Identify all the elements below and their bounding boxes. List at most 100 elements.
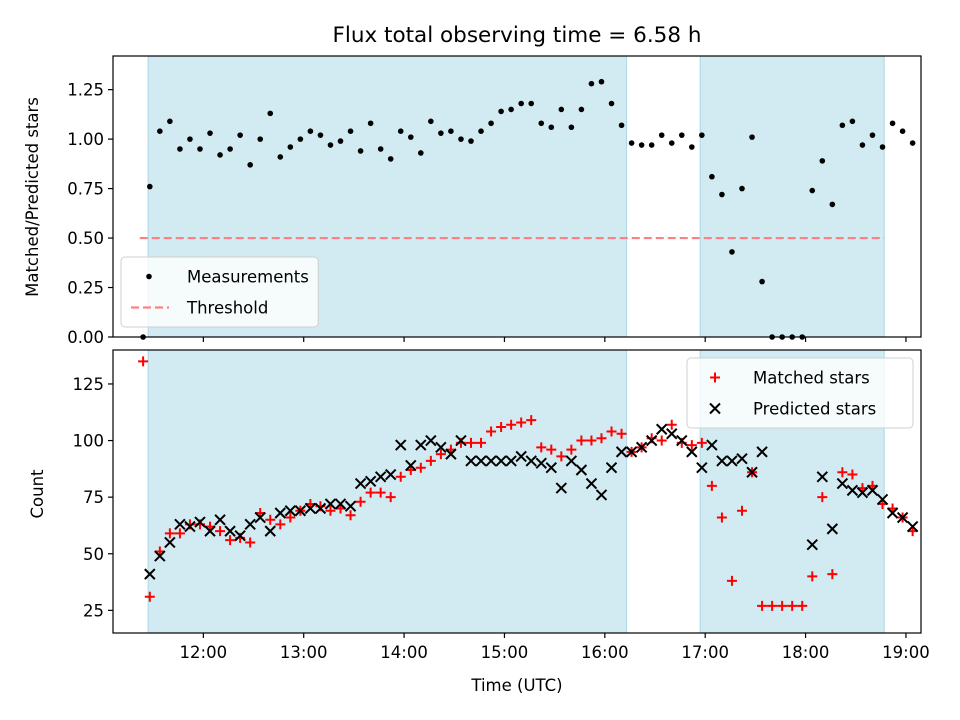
predicted-stars-point-43 bbox=[565, 455, 578, 467]
predicted-stars-point-20 bbox=[334, 498, 347, 510]
predicted-stars-point-55 bbox=[686, 446, 698, 458]
matched-stars-point-38 bbox=[506, 419, 517, 430]
predicted-stars-point-42 bbox=[555, 482, 568, 494]
predicted-stars-point-24 bbox=[374, 471, 387, 483]
measurements-point-57 bbox=[699, 132, 705, 138]
measurements-point-29 bbox=[418, 150, 424, 156]
predicted-stars-point-14 bbox=[274, 507, 286, 519]
predicted-stars-point-53 bbox=[666, 428, 678, 440]
measurements-point-68 bbox=[809, 187, 816, 194]
measurements-point-77 bbox=[899, 128, 906, 134]
bottom-y-tick-label: 50 bbox=[83, 545, 104, 564]
matched-stars-point-5 bbox=[174, 528, 185, 539]
measurements-point-54 bbox=[668, 140, 675, 146]
matched-stars-point-41 bbox=[536, 442, 547, 453]
predicted-stars-point-44 bbox=[575, 464, 588, 476]
top-legend: Measurements Threshold bbox=[120, 256, 319, 328]
measurements-point-31 bbox=[438, 130, 444, 136]
bottom-y-axis-label: Count bbox=[28, 469, 47, 519]
measurements-point-6 bbox=[187, 136, 193, 142]
predicted-stars-point-67 bbox=[846, 484, 859, 497]
predicted-stars-point-50 bbox=[635, 441, 648, 454]
bottom-panel: 25 50 75 100 125 12:00 13:00 14:00 15:00 16:00 17:… bbox=[28, 349, 930, 695]
measurements-point-38 bbox=[508, 106, 514, 113]
predicted-stars-point-22 bbox=[354, 477, 367, 490]
predicted-stars-legend-label: Predicted stars bbox=[753, 400, 876, 419]
predicted-stars-point-35 bbox=[485, 455, 497, 467]
matched-stars-point-25 bbox=[375, 487, 386, 498]
measurements-point-73 bbox=[859, 142, 866, 148]
bottom-x-tick-label: 14:00 bbox=[380, 643, 428, 662]
predicted-stars-point-49 bbox=[625, 446, 638, 458]
predicted-stars-point-27 bbox=[405, 459, 417, 472]
bottom-x-tick-label: 16:00 bbox=[581, 643, 629, 662]
matched-stars-point-60 bbox=[726, 575, 737, 586]
measurements-point-59 bbox=[719, 191, 725, 198]
measurements-point-53 bbox=[658, 132, 665, 138]
predicted-stars-point-29 bbox=[425, 434, 437, 447]
measurements-point-7 bbox=[197, 146, 203, 152]
matched-stars-point-29 bbox=[415, 462, 426, 473]
matched-stars-point-56 bbox=[686, 440, 697, 451]
measurements-point-75 bbox=[879, 144, 886, 150]
predicted-stars-point-2 bbox=[154, 550, 166, 562]
predicted-stars-point-34 bbox=[475, 455, 487, 467]
matched-stars-point-23 bbox=[355, 496, 366, 507]
matched-stars-point-65 bbox=[777, 600, 788, 611]
matched-stars-point-68 bbox=[807, 571, 818, 582]
measurements-point-61 bbox=[739, 185, 745, 192]
measurements-point-30 bbox=[428, 118, 434, 125]
predicted-stars-point-6 bbox=[194, 516, 206, 528]
measurements-point-9 bbox=[217, 152, 223, 158]
matched-stars-point-9 bbox=[215, 526, 226, 537]
measurements-point-36 bbox=[488, 120, 494, 127]
measurements-point-32 bbox=[448, 128, 454, 134]
measurements-point-51 bbox=[638, 142, 645, 148]
top-panel: Flux total observing time = 6.58 h 0.00 0… bbox=[23, 23, 922, 347]
matched-stars-point-44 bbox=[566, 444, 577, 455]
matched-stars-point-26 bbox=[385, 492, 396, 503]
matched-stars-point-63 bbox=[757, 600, 768, 611]
predicted-stars-point-10 bbox=[234, 529, 246, 542]
predicted-stars-point-3 bbox=[164, 536, 176, 549]
measurements-point-40 bbox=[528, 100, 535, 107]
matched-stars-point-69 bbox=[817, 492, 828, 503]
matched-stars-point-49 bbox=[616, 428, 627, 439]
matched-stars-point-14 bbox=[265, 514, 276, 525]
top-y-tick-label: 1.00 bbox=[67, 130, 104, 149]
predicted-stars-point-8 bbox=[214, 514, 226, 526]
measurements-point-10 bbox=[227, 146, 233, 152]
bottom-x-tick-label: 19:00 bbox=[882, 643, 930, 662]
matched-stars-point-37 bbox=[496, 421, 507, 432]
matched-stars-point-46 bbox=[586, 435, 597, 446]
predicted-stars-point-37 bbox=[505, 455, 517, 467]
measurements-point-72 bbox=[849, 118, 856, 125]
matched-stars-point-53 bbox=[656, 435, 667, 446]
measurements-point-11 bbox=[237, 132, 243, 138]
measurements-point-78 bbox=[909, 140, 916, 146]
measurements-point-43 bbox=[558, 106, 565, 113]
bottom-x-tick-label: 12:00 bbox=[180, 643, 228, 662]
matched-stars-point-58 bbox=[706, 480, 717, 491]
predicted-stars-point-73 bbox=[906, 520, 919, 533]
matched-stars-point-20 bbox=[325, 505, 336, 516]
measurements-point-56 bbox=[689, 144, 695, 150]
measurements-point-74 bbox=[869, 132, 876, 138]
predicted-stars-point-23 bbox=[364, 475, 377, 488]
matched-stars-point-71 bbox=[837, 467, 848, 478]
predicted-stars-point-70 bbox=[876, 493, 889, 506]
predicted-stars-point-61 bbox=[746, 466, 758, 478]
matched-stars-point-40 bbox=[526, 415, 537, 426]
matched-stars-legend-swatch bbox=[710, 372, 720, 383]
predicted-stars-point-52 bbox=[655, 423, 668, 435]
measurements-point-23 bbox=[357, 148, 364, 154]
measurements-point-42 bbox=[548, 124, 555, 131]
matched-stars-point-39 bbox=[516, 417, 527, 428]
matched-stars-point-12 bbox=[245, 537, 256, 548]
predicted-stars-point-41 bbox=[545, 462, 558, 474]
measurements-point-52 bbox=[648, 142, 655, 148]
measurements-point-44 bbox=[568, 124, 575, 131]
bottom-x-tick-label: 18:00 bbox=[782, 643, 830, 662]
measurements-point-41 bbox=[538, 120, 545, 127]
predicted-stars-point-1 bbox=[144, 568, 156, 580]
